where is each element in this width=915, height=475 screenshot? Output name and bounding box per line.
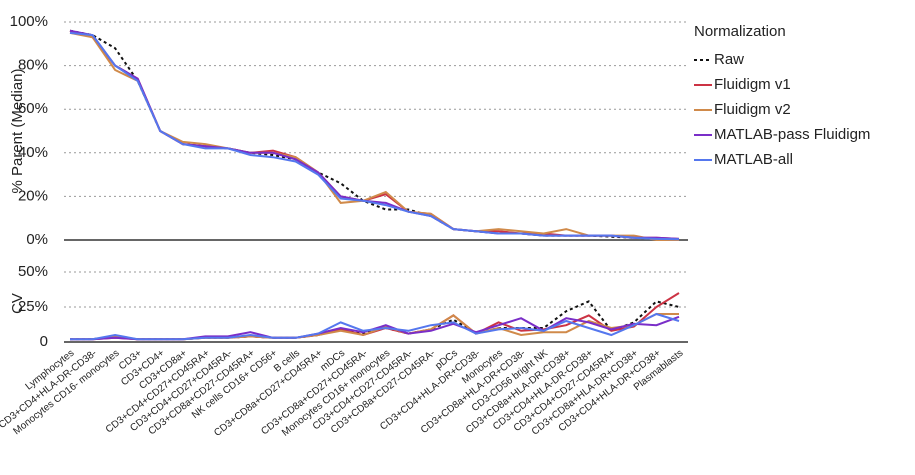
y-tick-label: 25% <box>18 298 48 315</box>
series-line <box>69 29 680 241</box>
legend-title: Normalization <box>694 23 786 40</box>
legend-label: Fluidigm v2 <box>714 101 791 118</box>
y-axis-title: % Parent (Median) <box>9 68 26 193</box>
series-line <box>69 31 679 241</box>
series-line <box>69 31 680 241</box>
legend-label: MATLAB-pass Fluidigm <box>714 126 870 143</box>
y-tick-label: 20% <box>18 187 48 204</box>
y-tick-label: 0 <box>40 333 48 350</box>
x-tick-label: CD3+CD4+HLA-DR-CD38- <box>0 348 99 431</box>
legend-label: Fluidigm v1 <box>714 76 791 93</box>
y-axis-title: CV <box>9 293 26 314</box>
series-line <box>70 292 680 341</box>
legend-label: Raw <box>714 51 744 68</box>
series-line <box>69 29 680 240</box>
y-tick-label: 40% <box>18 144 48 161</box>
series-line <box>70 312 680 341</box>
series-line <box>69 29 680 240</box>
y-tick-label: 60% <box>18 100 48 117</box>
y-tick-label: 50% <box>18 263 48 280</box>
y-tick-label: 80% <box>18 57 48 74</box>
legend-label: MATLAB-all <box>714 151 793 168</box>
y-tick-label: 100% <box>10 13 48 30</box>
y-tick-label: 0% <box>26 231 48 248</box>
